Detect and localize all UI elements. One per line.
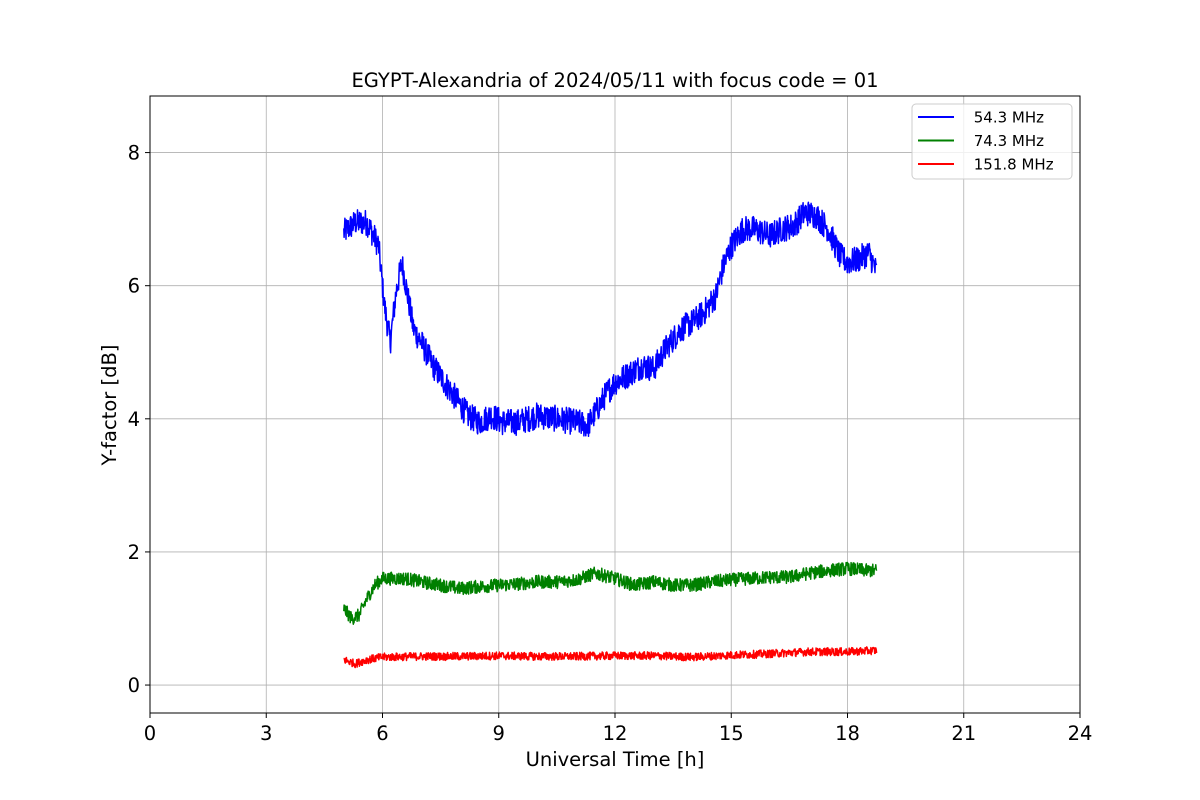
y-tick-label: 0	[128, 674, 140, 697]
y-tick-label: 8	[128, 142, 140, 165]
y-axis-label: Y-factor [dB]	[98, 345, 121, 467]
y-tick-label: 4	[128, 408, 140, 431]
x-tick-label: 24	[1068, 722, 1093, 745]
legend-box	[911, 103, 1073, 180]
x-tick-label: 12	[603, 722, 628, 745]
y-axis: 0 2 4 6 8	[128, 142, 150, 697]
x-axis: 0 3 6 9 12 15 18 21 24	[144, 713, 1093, 745]
x-tick-label: 15	[719, 722, 744, 745]
x-tick-label: 21	[951, 722, 976, 745]
x-tick-label: 18	[835, 722, 860, 745]
x-axis-label: Universal Time [h]	[526, 748, 705, 771]
grid	[149, 96, 1081, 713]
series-line	[343, 646, 878, 669]
y-tick-label: 6	[128, 275, 140, 298]
legend: 54.3 MHz 74.3 MHz 151.8 MHz	[911, 103, 1073, 180]
x-tick-label: 6	[376, 722, 388, 745]
x-tick-label: 3	[260, 722, 272, 745]
legend-label: 151.8 MHz	[969, 156, 1054, 174]
chart-title: EGYPT-Alexandria of 2024/05/11 with focu…	[351, 69, 878, 92]
y-tick-label: 2	[128, 541, 140, 564]
legend-label: 74.3 MHz	[969, 132, 1044, 150]
legend-label: 54.3 MHz	[969, 109, 1044, 127]
series-layer	[343, 201, 878, 669]
series-line	[343, 201, 878, 438]
x-tick-label: 0	[144, 722, 156, 745]
x-tick-label: 9	[493, 722, 505, 745]
series-line	[343, 561, 878, 625]
